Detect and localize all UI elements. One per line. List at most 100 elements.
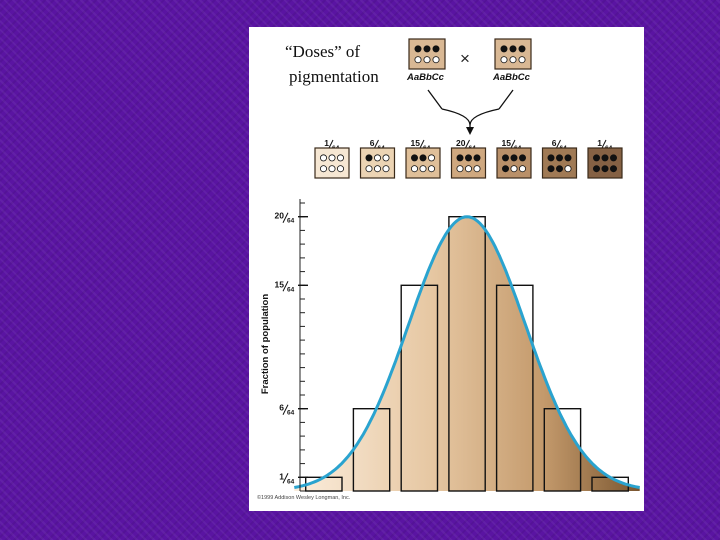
dose-dot-filled bbox=[473, 154, 481, 162]
dose-dot-empty bbox=[464, 165, 472, 173]
y-tick-label-denominator: 64 bbox=[287, 218, 295, 225]
dose-dot-filled bbox=[518, 45, 526, 53]
dose-dot-empty bbox=[410, 165, 418, 173]
phenotype-freq-label-numerator: 15 bbox=[502, 138, 512, 148]
dose-dot-filled bbox=[609, 154, 617, 162]
y-tick-label-denominator: 64 bbox=[287, 478, 295, 485]
dose-dot-filled bbox=[423, 45, 431, 53]
parent-right-dots-frame bbox=[494, 38, 532, 70]
copyright-note: ©1999 Addison Wesley Longman, Inc. bbox=[257, 494, 351, 501]
dose-dot-filled bbox=[592, 165, 600, 173]
dose-dot-empty bbox=[382, 154, 390, 162]
cross-symbol: × bbox=[460, 49, 470, 68]
cross-arrow-head bbox=[466, 127, 474, 135]
y-tick-label-numerator: 20 bbox=[275, 211, 285, 221]
dose-dot-filled bbox=[500, 45, 508, 53]
y-tick-label-slash bbox=[282, 473, 289, 484]
phenotype-class-box bbox=[587, 147, 623, 179]
dose-dot-empty bbox=[423, 56, 431, 64]
dose-dot-empty bbox=[510, 165, 518, 173]
dose-dot-filled bbox=[601, 165, 609, 173]
dose-dot-empty bbox=[374, 165, 382, 173]
phenotype-class-box bbox=[405, 147, 441, 179]
bar-class-2 bbox=[400, 284, 439, 492]
parent-left-dots bbox=[408, 38, 446, 70]
title-line-1: “Doses” of bbox=[285, 42, 360, 61]
phenotype-freq-label-numerator: 20 bbox=[456, 138, 466, 148]
dose-dot-filled bbox=[509, 45, 517, 53]
phenotype-class-box bbox=[359, 147, 396, 179]
dose-dot-empty bbox=[419, 165, 427, 173]
dose-dot-empty bbox=[456, 165, 464, 173]
dose-dot-filled bbox=[555, 154, 563, 162]
phenotype-classes: 164664156420641564664164 bbox=[314, 138, 623, 179]
y-tick-label-numerator: 1 bbox=[279, 471, 284, 481]
dose-dot-filled bbox=[510, 154, 518, 162]
y-tick-label: 164 bbox=[279, 471, 294, 485]
phenotype-class-box-frame bbox=[359, 147, 396, 179]
y-tick-label-denominator: 64 bbox=[287, 410, 295, 417]
phenotype-class-box bbox=[450, 147, 487, 179]
y-tick-label-denominator: 64 bbox=[287, 286, 295, 293]
dose-dot-empty bbox=[427, 154, 435, 162]
y-tick-label-numerator: 6 bbox=[279, 403, 284, 413]
dose-dot-filled bbox=[414, 45, 422, 53]
dose-dot-filled bbox=[547, 165, 555, 173]
phenotype-freq-label-numerator: 1 bbox=[324, 138, 329, 148]
dose-dot-empty bbox=[414, 56, 422, 64]
dose-dot-empty bbox=[518, 165, 526, 173]
y-axis-label: Fraction of population bbox=[260, 294, 271, 394]
dose-dot-filled bbox=[518, 154, 526, 162]
normal-curve bbox=[294, 215, 640, 489]
dose-dot-empty bbox=[328, 154, 336, 162]
parent-right-genotype: AaBbCc bbox=[492, 72, 531, 83]
dose-dot-empty bbox=[382, 165, 390, 173]
dose-dot-empty bbox=[473, 165, 481, 173]
figure-panel: “Doses” of pigmentation AaBbCc × AaBbCc … bbox=[249, 27, 644, 511]
dose-dot-filled bbox=[410, 154, 418, 162]
dose-dot-empty bbox=[337, 165, 345, 173]
y-tick-label: 664 bbox=[279, 403, 294, 417]
dose-dot-empty bbox=[328, 165, 336, 173]
y-tick-label-slash bbox=[282, 281, 289, 292]
dose-dot-empty bbox=[365, 165, 373, 173]
bar-class-4 bbox=[495, 284, 534, 492]
dose-dot-filled bbox=[419, 154, 427, 162]
dose-dot-filled bbox=[501, 165, 509, 173]
dose-dot-filled bbox=[432, 45, 440, 53]
phenotype-freq-label-numerator: 6 bbox=[552, 138, 557, 148]
parent-right-dots bbox=[494, 38, 532, 70]
dose-dot-filled bbox=[555, 165, 563, 173]
dose-dot-filled bbox=[365, 154, 373, 162]
dose-dot-filled bbox=[501, 154, 509, 162]
phenotype-freq-label-numerator: 1 bbox=[597, 138, 602, 148]
distribution-fill bbox=[294, 216, 640, 491]
dose-dot-empty bbox=[432, 56, 440, 64]
dose-dot-filled bbox=[564, 154, 572, 162]
dose-dot-empty bbox=[374, 154, 382, 162]
dose-dot-filled bbox=[464, 154, 472, 162]
phenotype-class-box-frame bbox=[450, 147, 487, 179]
dose-dot-empty bbox=[509, 56, 517, 64]
dose-dot-filled bbox=[609, 165, 617, 173]
dose-dot-filled bbox=[456, 154, 464, 162]
dose-dot-filled bbox=[592, 154, 600, 162]
parent-left-box bbox=[408, 38, 446, 70]
parent-right-box bbox=[494, 38, 532, 70]
y-tick-label-slash bbox=[282, 404, 289, 415]
phenotype-class-box-frame bbox=[496, 147, 532, 179]
dose-dot-empty bbox=[564, 165, 572, 173]
phenotype-freq-label-numerator: 6 bbox=[370, 138, 375, 148]
pigmentation-figure: “Doses” of pigmentation AaBbCc × AaBbCc … bbox=[257, 38, 640, 501]
dose-dot-empty bbox=[500, 56, 508, 64]
phenotype-class-box bbox=[496, 147, 532, 179]
phenotype-class-box bbox=[541, 147, 578, 179]
dose-dot-empty bbox=[427, 165, 435, 173]
phenotype-class-box-frame bbox=[541, 147, 578, 179]
y-tick-label-numerator: 15 bbox=[275, 279, 285, 289]
phenotype-class-box-frame bbox=[587, 147, 623, 179]
dose-dot-empty bbox=[320, 154, 328, 162]
